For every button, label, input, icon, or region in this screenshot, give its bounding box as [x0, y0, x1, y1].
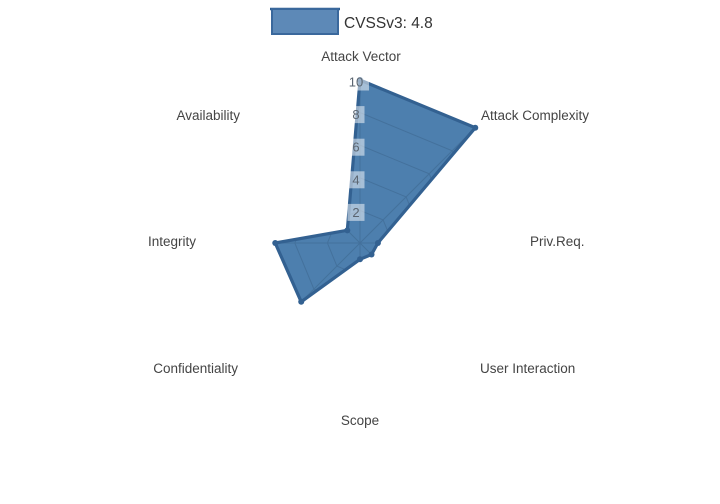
- tick-bg-10: [343, 73, 369, 91]
- tick-label-6: 6: [352, 140, 359, 155]
- legend[interactable]: CVSSv3: 4.8: [270, 7, 433, 35]
- legend-swatch[interactable]: [271, 8, 339, 35]
- tick-bg-2: [347, 203, 365, 221]
- tick-bg-4: [347, 171, 365, 189]
- axis-label-priv-req: Priv.Req.: [530, 234, 585, 249]
- tick-bg-8: [347, 106, 365, 124]
- axis-labels: Attack Vector Attack Complexity Priv.Req. U…: [148, 49, 589, 428]
- axis-label-scope: Scope: [341, 413, 379, 428]
- legend-label[interactable]: CVSSv3: 4.8: [344, 15, 433, 32]
- radar-polygon-fill: [275, 80, 476, 302]
- axis-label-availability: Availability: [176, 108, 240, 123]
- axis-label-integrity: Integrity: [148, 234, 196, 249]
- data-point-6: [272, 240, 279, 246]
- data-point-7: [344, 227, 351, 234]
- axis-label-attack-complexity: Attack Complexity: [481, 108, 589, 123]
- tick-label-4: 4: [352, 172, 359, 187]
- axis-label-user-interaction: User Interaction: [480, 361, 575, 376]
- radial-tick-labels: 2 4 6 8 10: [343, 73, 369, 221]
- grid-spoke-7: [275, 127, 361, 244]
- tick-label-8: 8: [352, 107, 359, 122]
- grid-spoke-3: [359, 242, 476, 302]
- data-point-3: [368, 251, 375, 258]
- data-point-5: [298, 298, 305, 305]
- data-point-2: [374, 240, 381, 246]
- axis-label-attack-vector: Attack Vector: [321, 49, 401, 64]
- axis-label-confidentiality: Confidentiality: [153, 361, 238, 376]
- data-point-4: [357, 256, 363, 263]
- tick-bg-6: [347, 138, 365, 156]
- grid-spoke-1: [359, 127, 476, 244]
- data-point-1: [472, 124, 479, 131]
- tick-label-2: 2: [352, 205, 359, 220]
- tick-label-10: 10: [349, 75, 363, 90]
